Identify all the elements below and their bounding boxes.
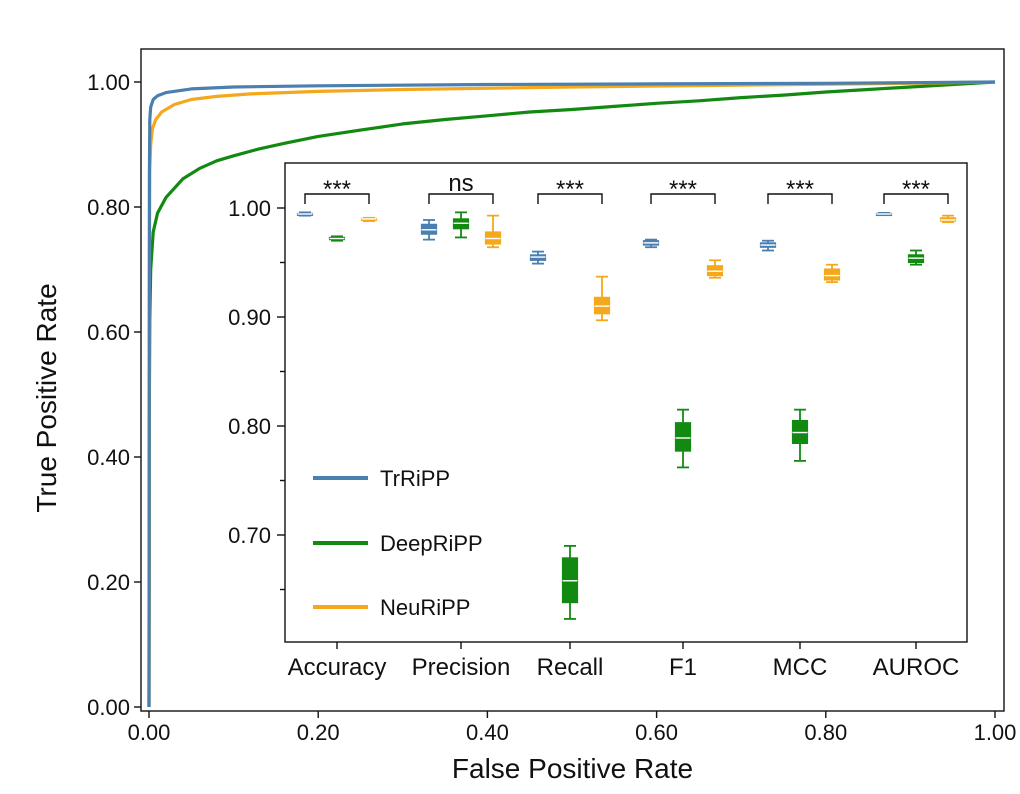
legend-entry-deepripp: DeepRiPP xyxy=(313,531,483,556)
legend-label: TrRiPP xyxy=(380,466,450,491)
significance-label: *** xyxy=(786,176,814,203)
bracket-line xyxy=(650,193,716,204)
box-deepripp-auroc xyxy=(907,249,925,266)
significance-label: *** xyxy=(669,176,697,203)
x-tick-label: 1.00 xyxy=(974,720,1017,745)
y-tick-label: 0.40 xyxy=(87,445,130,470)
inset-plot: 1.00 0.90 0.80 0.70 Accuracy Precision Recall F… xyxy=(228,162,968,681)
box-body xyxy=(674,422,692,452)
x-tick-label: 0.20 xyxy=(297,720,340,745)
y-axis-label: True Positive Rate xyxy=(31,283,62,512)
inset-frame xyxy=(284,162,968,643)
box-deepripp-f1 xyxy=(674,408,692,469)
y-tick-label: 0.60 xyxy=(87,320,130,345)
box-deepripp-recall xyxy=(561,545,579,620)
bracket-line xyxy=(767,193,833,204)
box-body xyxy=(823,268,841,281)
legend-label: DeepRiPP xyxy=(380,531,483,556)
roc-curve-trripp xyxy=(147,80,996,708)
box-neuripp-auroc xyxy=(939,214,957,224)
box-neuripp-mcc xyxy=(823,263,841,284)
box-neuripp-precision xyxy=(484,214,502,249)
inset-x-tick-label-auroc: AUROC xyxy=(873,654,960,681)
box-trripp-mcc xyxy=(759,239,777,252)
legend-entry-neuripp: NeuRiPP xyxy=(313,595,470,620)
significance-bracket-precision: ns xyxy=(428,170,494,204)
significance-label: *** xyxy=(556,176,584,203)
significance-bracket-mcc: *** xyxy=(767,176,833,204)
roc-curve-deepripp xyxy=(147,80,996,708)
inset-x-tick-label-f1: F1 xyxy=(669,654,697,681)
legend-entry-trripp: TrRiPP xyxy=(313,466,450,491)
bracket-line xyxy=(537,193,603,204)
significance-label: *** xyxy=(323,176,351,203)
inset-x-tick-label-accuracy: Accuracy xyxy=(288,654,387,681)
inset-y-tick-label: 0.80 xyxy=(228,414,271,439)
y-tick-label: 0.80 xyxy=(87,195,130,220)
main-plot: 0.00 0.20 0.40 0.60 0.80 1.00 0.00 0.20 0.40 0.60… xyxy=(31,48,1017,784)
x-axis-label: False Positive Rate xyxy=(452,753,693,784)
box-trripp-recall xyxy=(529,250,547,265)
inset-x-tick-label-mcc: MCC xyxy=(773,654,828,681)
box-trripp-accuracy xyxy=(296,211,314,217)
bracket-line xyxy=(883,193,949,204)
box-trripp-precision xyxy=(420,219,438,241)
box-neuripp-f1 xyxy=(706,259,724,279)
legend-label: NeuRiPP xyxy=(380,595,470,620)
x-tick-label: 0.80 xyxy=(804,720,847,745)
inset-x-tick-label-precision: Precision xyxy=(412,654,511,681)
significance-bracket-f1: *** xyxy=(650,176,716,204)
inset-y-tick-label: 0.90 xyxy=(228,305,271,330)
box-deepripp-accuracy xyxy=(328,235,346,242)
significance-bracket-auroc: *** xyxy=(883,176,949,204)
box-neuripp-recall xyxy=(593,275,611,322)
bracket-line xyxy=(304,193,370,204)
significance-label: ns xyxy=(448,170,473,197)
main-plot-frame xyxy=(140,48,1005,712)
y-tick-label: 0.20 xyxy=(87,570,130,595)
inset-x-tick-label-recall: Recall xyxy=(537,654,604,681)
y-tick-label: 1.00 xyxy=(87,70,130,95)
significance-label: *** xyxy=(902,176,930,203)
x-tick-label: 0.00 xyxy=(128,720,171,745)
y-tick-label: 0.00 xyxy=(87,695,130,720)
box-deepripp-mcc xyxy=(791,408,809,462)
box-trripp-auroc xyxy=(875,212,893,217)
x-tick-label: 0.60 xyxy=(635,720,678,745)
x-tick-label: 0.40 xyxy=(466,720,509,745)
box-neuripp-accuracy xyxy=(360,216,378,222)
inset-y-tick-label: 0.70 xyxy=(228,523,271,548)
significance-bracket-recall: *** xyxy=(537,176,603,204)
significance-bracket-accuracy: *** xyxy=(304,176,370,204)
inset-y-tick-label: 1.00 xyxy=(228,196,271,221)
box-deepripp-precision xyxy=(452,211,470,239)
bracket-line xyxy=(428,193,494,204)
box-trripp-f1 xyxy=(642,238,660,249)
